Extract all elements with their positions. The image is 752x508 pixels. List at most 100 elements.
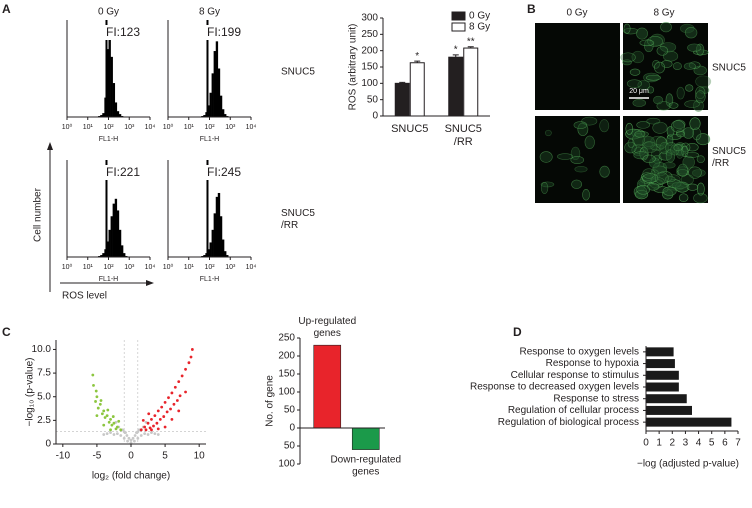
axis-label: ROS level	[62, 291, 107, 302]
column-title: 8 Gy	[653, 8, 674, 19]
row-label: SNUC5/RR	[712, 146, 746, 169]
cell	[639, 39, 655, 47]
histogram-bar	[209, 92, 212, 117]
histogram-bar	[102, 113, 105, 117]
y-tick-label: 2.5	[37, 415, 51, 426]
significance: *	[415, 51, 419, 62]
point	[105, 414, 109, 418]
point	[99, 399, 103, 402]
x-tick-label: 5	[162, 451, 168, 462]
cell	[662, 161, 676, 169]
cell	[654, 61, 666, 74]
bar	[409, 62, 425, 117]
annotation: FI:123	[106, 25, 140, 39]
x-tick-label: 10³	[225, 124, 236, 131]
y-tick-label: 5.0	[37, 391, 51, 402]
bar	[463, 47, 479, 117]
histogram-bar	[207, 105, 210, 117]
cell	[573, 121, 588, 130]
histogram-bar	[203, 115, 206, 117]
cell	[659, 42, 677, 53]
point	[163, 425, 167, 429]
cell	[660, 21, 672, 33]
x-tick-label: 10¹	[184, 264, 195, 271]
y-tick-label: 0	[289, 423, 295, 434]
error-bar	[399, 81, 406, 84]
x-tick-label: 4	[696, 438, 702, 449]
point	[109, 431, 112, 435]
annotation: FI:221	[106, 165, 140, 179]
point	[152, 424, 155, 428]
x-tick-label: 7	[735, 438, 741, 449]
point	[147, 412, 151, 416]
point	[150, 418, 153, 421]
point	[96, 406, 100, 410]
x-tick-label: -10	[56, 451, 71, 462]
point	[155, 421, 159, 425]
point	[172, 402, 176, 406]
cell	[599, 165, 610, 178]
annotation-bg	[104, 25, 146, 40]
histogram-bar	[226, 255, 229, 257]
cell	[682, 155, 695, 169]
histogram-bar	[221, 239, 225, 257]
cell	[695, 75, 712, 88]
cell	[571, 179, 583, 189]
x-axis-label: FL1-H	[99, 136, 118, 143]
cell	[557, 153, 574, 160]
x-tick-label: SNUC5/RR	[445, 123, 482, 148]
histogram-bar	[114, 198, 118, 257]
x-tick-label: 10	[194, 451, 206, 462]
category-label: Up-regulated genes	[298, 316, 356, 339]
point	[162, 415, 166, 418]
legend-swatch	[451, 11, 466, 21]
cell	[632, 99, 647, 107]
axis-label: Cell number	[33, 187, 44, 242]
histogram-bar	[110, 56, 113, 117]
histogram-bar	[224, 114, 227, 117]
histogram-bar	[118, 229, 122, 257]
x-tick-label: 0	[643, 438, 649, 449]
cell	[642, 154, 656, 164]
x-tick-label: 10³	[124, 264, 135, 271]
micrographs: 20 μm	[535, 21, 712, 204]
point	[105, 432, 109, 435]
point	[94, 389, 98, 393]
histogram-bar	[108, 229, 111, 257]
cell	[642, 168, 656, 179]
panel-label: D	[513, 325, 522, 339]
histogram-bar	[215, 41, 219, 118]
cell	[647, 35, 663, 47]
point	[100, 412, 104, 416]
cell	[636, 27, 648, 40]
cell	[582, 188, 590, 201]
y-tick-label: 250	[278, 333, 295, 344]
point	[127, 436, 131, 440]
cell	[656, 101, 671, 111]
point	[143, 425, 147, 429]
histogram-bar	[106, 49, 109, 117]
point	[144, 428, 148, 432]
legend-label: 0 Gy	[469, 11, 490, 22]
cell	[684, 26, 698, 39]
cell	[577, 122, 589, 137]
category-label: Cellular response to stimulus	[511, 370, 639, 381]
x-tick-label: 10⁴	[246, 124, 257, 131]
cell	[680, 174, 694, 186]
panel-label: A	[2, 2, 11, 16]
histogram-bar	[211, 229, 214, 257]
y-tick-label: 50	[367, 94, 379, 105]
annotation: FI:245	[207, 165, 241, 179]
x-tick-label: 10³	[124, 124, 135, 131]
cell	[651, 165, 668, 177]
significance: *	[454, 45, 458, 56]
point	[156, 409, 160, 413]
point	[146, 421, 150, 425]
point	[187, 361, 191, 365]
x-axis-label: −log (adjusted p-value)	[637, 459, 739, 470]
point	[189, 355, 193, 359]
cell	[677, 163, 688, 177]
histogram-bar	[217, 192, 221, 257]
cell	[570, 156, 585, 164]
legend-label: 8 Gy	[469, 22, 490, 33]
